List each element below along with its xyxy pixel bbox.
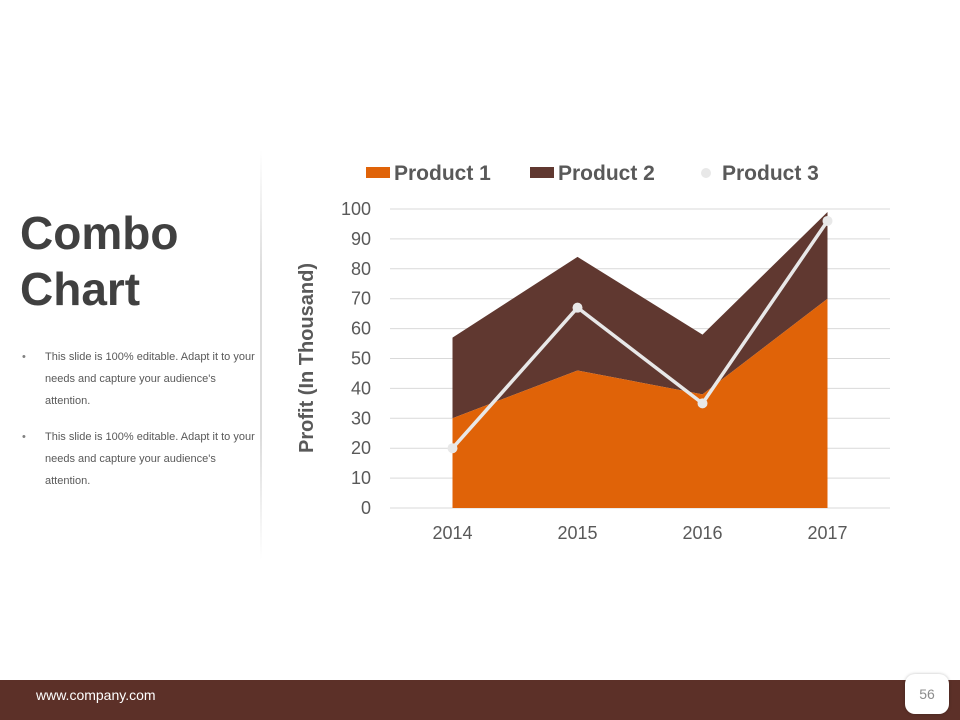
- bullet-marker: •: [22, 351, 26, 363]
- combo-chart: 0 10 20 30 40 50 60 70 80 90 100 2014 2015 2016 2017 Pr…: [296, 162, 890, 543]
- y-tick-label: 40: [351, 378, 371, 398]
- y-tick-label: 60: [351, 319, 371, 339]
- area-product-1: [452, 298, 828, 508]
- footer-url[interactable]: www.company.com: [36, 687, 156, 703]
- x-tick-label: 2016: [682, 523, 722, 543]
- y-tick-label: 10: [351, 468, 371, 488]
- y-tick-label: 30: [351, 408, 371, 428]
- footer-bar: www.company.com: [0, 680, 960, 720]
- marker-product-3: [572, 302, 583, 313]
- x-tick-label: 2017: [807, 523, 847, 543]
- legend-product-2-label: Product 2: [558, 162, 655, 185]
- x-tick-label: 2014: [432, 523, 472, 543]
- slide-title-line-2: Chart: [20, 263, 141, 315]
- y-axis-title: Profit (In Thousand): [296, 263, 318, 453]
- legend-product-3-swatch: [701, 168, 711, 178]
- slide-title-line-1: Combo: [20, 207, 179, 259]
- y-tick-label: 0: [361, 498, 371, 518]
- legend-product-3-label: Product 3: [722, 162, 819, 185]
- bullet-text: This slide is 100% editable. Adapt it to…: [45, 431, 255, 487]
- bullet-marker: •: [22, 431, 26, 443]
- y-tick-label: 70: [351, 289, 371, 309]
- area-product-2: [452, 211, 828, 419]
- bullet-item: • This slide is 100% editable. Adapt it …: [20, 426, 260, 492]
- bullet-text: This slide is 100% editable. Adapt it to…: [45, 351, 255, 407]
- vertical-divider: [260, 150, 262, 560]
- marker-product-3: [447, 443, 458, 454]
- legend-product-1-swatch: [366, 167, 390, 178]
- x-tick-label: 2015: [557, 523, 597, 543]
- line-product-3: [451, 219, 829, 450]
- bullet-item: • This slide is 100% editable. Adapt it …: [20, 346, 260, 412]
- bullet-list: • This slide is 100% editable. Adapt it …: [20, 346, 260, 506]
- y-tick-label: 50: [351, 349, 371, 369]
- marker-product-3: [822, 215, 833, 226]
- marker-product-3: [697, 398, 708, 409]
- y-tick-label: 90: [351, 229, 371, 249]
- legend-product-1-label: Product 1: [394, 162, 491, 185]
- slide-title: Combo Chart: [20, 205, 178, 317]
- y-tick-label: 100: [341, 199, 371, 219]
- y-tick-label: 20: [351, 438, 371, 458]
- legend-product-2-swatch: [530, 167, 554, 178]
- page-number: 56: [905, 674, 949, 714]
- y-tick-label: 80: [351, 259, 371, 279]
